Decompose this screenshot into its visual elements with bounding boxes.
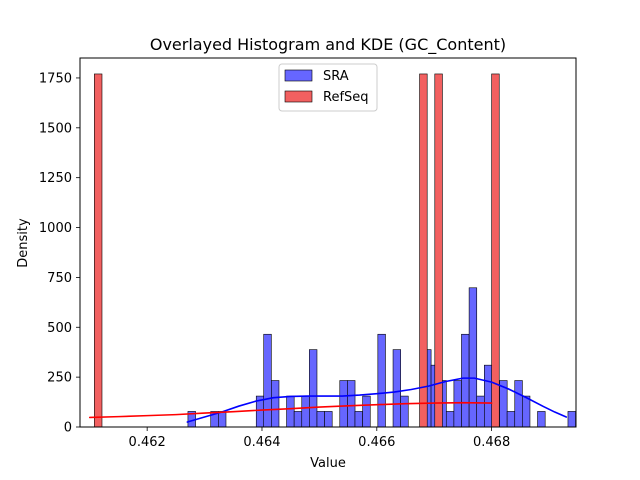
y-axis-label: Density: [16, 218, 31, 268]
sra-bar: [301, 395, 310, 428]
y-tick-label: 1000: [39, 221, 72, 236]
sra-bar: [476, 395, 485, 428]
y-tick-label: 1750: [39, 71, 72, 86]
sra-bar: [484, 364, 493, 428]
y-tick-label: 1250: [39, 171, 72, 186]
refseq-kde-line: [88, 401, 493, 419]
sra-bar: [218, 411, 227, 428]
sra-bar: [392, 349, 401, 428]
sra-bar: [316, 411, 325, 428]
y-tick-label: 750: [47, 271, 72, 286]
sra-bar: [271, 380, 280, 428]
x-tick-label: 0.466: [358, 435, 395, 450]
y-tick-label: 250: [47, 371, 72, 386]
y-tick-label: 500: [47, 321, 72, 336]
legend: SRA RefSeq: [278, 63, 378, 112]
legend-swatch-refseq: [284, 90, 313, 103]
sra-bar: [286, 395, 295, 428]
refseq-bar: [491, 73, 500, 428]
x-tick-label: 0.468: [473, 435, 510, 450]
sra-bar: [453, 380, 462, 428]
refseq-bar: [434, 73, 443, 428]
sra-bar: [324, 411, 333, 428]
sra-bar: [506, 411, 516, 428]
x-axis-label: Value: [310, 456, 346, 471]
sra-bar: [339, 380, 348, 428]
sra-bar: [567, 411, 576, 428]
sra-bar: [309, 349, 318, 428]
legend-label-refseq: RefSeq: [323, 90, 369, 105]
y-tick-label: 1500: [39, 121, 72, 136]
sra-bar: [362, 395, 371, 428]
refseq-bar: [419, 73, 428, 428]
legend-label-sra: SRA: [323, 69, 349, 84]
sra-kde-line: [186, 377, 568, 423]
chart-title: Overlayed Histogram and KDE (GC_Content): [150, 35, 506, 55]
sra-bar: [537, 411, 546, 428]
sra-bar: [522, 395, 531, 428]
sra-bar: [293, 411, 303, 428]
kde-lines: [88, 377, 568, 423]
refseq-bar: [94, 73, 103, 428]
sra-bar: [514, 380, 523, 428]
y-tick-label: 0: [64, 421, 72, 436]
y-axis: 0 250 500 750 1000 1250 1500 1750: [39, 71, 80, 436]
x-tick-label: 0.464: [243, 435, 280, 450]
sra-bar: [377, 333, 386, 428]
sra-bar: [347, 380, 356, 428]
x-tick-label: 0.462: [129, 435, 166, 450]
axes-frame: [79, 57, 577, 428]
sra-bar: [263, 333, 272, 428]
plot-area: [88, 73, 576, 428]
sra-bar: [461, 333, 470, 428]
sra-bar: [468, 287, 478, 428]
x-axis: 0.462 0.464 0.466 0.468: [129, 427, 510, 450]
legend-swatch-sra: [284, 69, 313, 82]
sra-bar: [400, 395, 409, 428]
sra-bar: [445, 411, 455, 428]
sra-bar: [354, 411, 363, 428]
